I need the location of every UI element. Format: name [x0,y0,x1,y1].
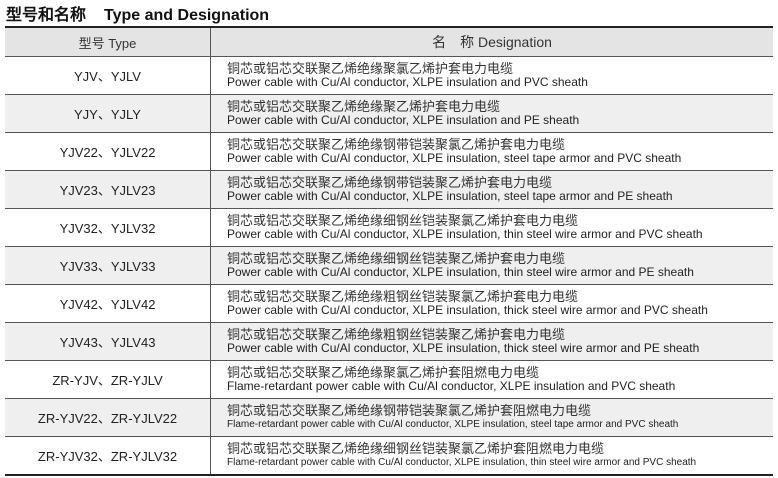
designation-en: Power cable with Cu/Al conductor, XLPE i… [227,341,700,355]
designation-zh: 铜芯或铝芯交联聚乙烯绝缘细钢丝铠装聚氯乙烯护套电力电缆 [227,213,579,228]
designation-en: Flame-retardant power cable with Cu/Al c… [227,379,676,393]
designation-cell: 铜芯或铝芯交联聚乙烯绝缘聚氯乙烯护套阻燃电力电缆 Flame-retardant… [210,360,773,399]
type-cell: YJV42、YJLV42 [5,284,211,323]
table-row: YJV23、YJLV23 铜芯或铝芯交联聚乙烯绝缘钢带铠装聚乙烯护套电力电缆 P… [5,170,773,209]
designation-cell: 铜芯或铝芯交联聚乙烯绝缘粗钢丝铠装聚乙烯护套电力电缆 Power cable w… [210,322,773,361]
header-type: 型号 Type [5,27,211,57]
designation-cell: 铜芯或铝芯交联聚乙烯绝缘钢带铠装聚乙烯护套电力电缆 Power cable wi… [210,170,773,209]
header-row: 型号 Type 名 称 Designation [5,27,773,57]
designation-zh: 铜芯或铝芯交联聚乙烯绝缘聚乙烯护套电力电缆 [227,99,501,114]
designation-cell: 铜芯或铝芯交联聚乙烯绝缘钢带铠装聚氯乙烯护套电力电缆 Power cable w… [210,132,773,171]
type-cell: YJV33、YJLV33 [5,246,211,285]
designation-en: Flame-retardant power cable with Cu/Al c… [227,457,697,468]
table-row: YJV43、YJLV43 铜芯或铝芯交联聚乙烯绝缘粗钢丝铠装聚乙烯护套电力电缆 … [5,322,773,361]
designation-cell: 铜芯或铝芯交联聚乙烯绝缘细钢丝铠装聚氯乙烯护套电力电缆 Power cable … [210,208,773,247]
header-designation: 名 称 Designation [210,27,773,57]
designation-zh: 铜芯或铝芯交联聚乙烯绝缘聚氯乙烯护套电力电缆 [227,61,514,76]
designation-cell: 铜芯或铝芯交联聚乙烯绝缘钢带铠装聚氯乙烯护套阻燃电力电缆 Flame-retar… [210,398,773,437]
type-cell: YJY、YJLY [5,94,211,133]
table-row: YJV33、YJLV33 铜芯或铝芯交联聚乙烯绝缘细钢丝铠装聚乙烯护套电力电缆 … [5,246,773,285]
table-row: YJY、YJLY 铜芯或铝芯交联聚乙烯绝缘聚乙烯护套电力电缆 Power cab… [5,94,773,133]
designation-zh: 铜芯或铝芯交联聚乙烯绝缘钢带铠装聚氯乙烯护套电力电缆 [227,137,566,152]
designation-en: Power cable with Cu/Al conductor, XLPE i… [227,151,682,165]
table-row: YJV42、YJLV42 铜芯或铝芯交联聚乙烯绝缘粗钢丝铠装聚氯乙烯护套电力电缆… [5,284,773,323]
designation-en: Power cable with Cu/Al conductor, XLPE i… [227,113,580,127]
table-row: YJV、YJLV 铜芯或铝芯交联聚乙烯绝缘聚氯乙烯护套电力电缆 Power ca… [5,56,773,95]
designation-cell: 铜芯或铝芯交联聚乙烯绝缘聚氯乙烯护套电力电缆 Power cable with … [210,56,773,95]
designation-en: Power cable with Cu/Al conductor, XLPE i… [227,265,694,279]
section-title: 型号和名称 Type and Designation [6,1,269,25]
designation-en: Flame-retardant power cable with Cu/Al c… [227,419,679,430]
table-row: ZR-YJV22、ZR-YJLV22 铜芯或铝芯交联聚乙烯绝缘钢带铠装聚氯乙烯护… [5,398,773,437]
table-row: YJV22、YJLV22 铜芯或铝芯交联聚乙烯绝缘钢带铠装聚氯乙烯护套电力电缆 … [5,132,773,171]
type-cell: ZR-YJV32、ZR-YJLV32 [5,436,211,475]
type-designation-table: 型号 Type 名 称 Designation YJV、YJLV 铜芯或铝芯交联… [5,26,773,476]
type-cell: YJV22、YJLV22 [5,132,211,171]
designation-en: Power cable with Cu/Al conductor, XLPE i… [227,75,588,89]
type-cell: YJV32、YJLV32 [5,208,211,247]
title-en: Type and Designation [104,7,270,24]
type-cell: YJV23、YJLV23 [5,170,211,209]
type-cell: YJV、YJLV [5,56,211,95]
designation-zh: 铜芯或铝芯交联聚乙烯绝缘细钢丝铠装聚氯乙烯护套阻燃电力电缆 [227,441,605,456]
designation-zh: 铜芯或铝芯交联聚乙烯绝缘钢带铠装聚乙烯护套电力电缆 [227,175,553,190]
designation-en: Power cable with Cu/Al conductor, XLPE i… [227,227,703,241]
table-row: ZR-YJV、ZR-YJLV 铜芯或铝芯交联聚乙烯绝缘聚氯乙烯护套阻燃电力电缆 … [5,360,773,399]
designation-zh: 铜芯或铝芯交联聚乙烯绝缘细钢丝铠装聚乙烯护套电力电缆 [227,251,566,266]
designation-cell: 铜芯或铝芯交联聚乙烯绝缘粗钢丝铠装聚氯乙烯护套电力电缆 Power cable … [210,284,773,323]
title-zh: 型号和名称 [6,7,87,24]
table-row: YJV32、YJLV32 铜芯或铝芯交联聚乙烯绝缘细钢丝铠装聚氯乙烯护套电力电缆… [5,208,773,247]
designation-cell: 铜芯或铝芯交联聚乙烯绝缘聚乙烯护套电力电缆 Power cable with C… [210,94,773,133]
designation-cell: 铜芯或铝芯交联聚乙烯绝缘细钢丝铠装聚乙烯护套电力电缆 Power cable w… [210,246,773,285]
type-cell: YJV43、YJLV43 [5,322,211,361]
designation-cell: 铜芯或铝芯交联聚乙烯绝缘细钢丝铠装聚氯乙烯护套阻燃电力电缆 Flame-reta… [211,437,774,476]
table-row: ZR-YJV32、ZR-YJLV32 铜芯或铝芯交联聚乙烯绝缘细钢丝铠装聚氯乙烯… [5,436,774,476]
designation-zh: 铜芯或铝芯交联聚乙烯绝缘钢带铠装聚氯乙烯护套阻燃电力电缆 [227,403,592,418]
designation-zh: 铜芯或铝芯交联聚乙烯绝缘粗钢丝铠装聚乙烯护套电力电缆 [227,327,566,342]
type-cell: ZR-YJV、ZR-YJLV [5,360,211,399]
type-cell: ZR-YJV22、ZR-YJLV22 [5,398,211,437]
designation-zh: 铜芯或铝芯交联聚乙烯绝缘聚氯乙烯护套阻燃电力电缆 [227,365,540,380]
designation-zh: 铜芯或铝芯交联聚乙烯绝缘粗钢丝铠装聚氯乙烯护套电力电缆 [227,289,579,304]
designation-en: Power cable with Cu/Al conductor, XLPE i… [227,189,673,203]
designation-en: Power cable with Cu/Al conductor, XLPE i… [227,303,708,317]
